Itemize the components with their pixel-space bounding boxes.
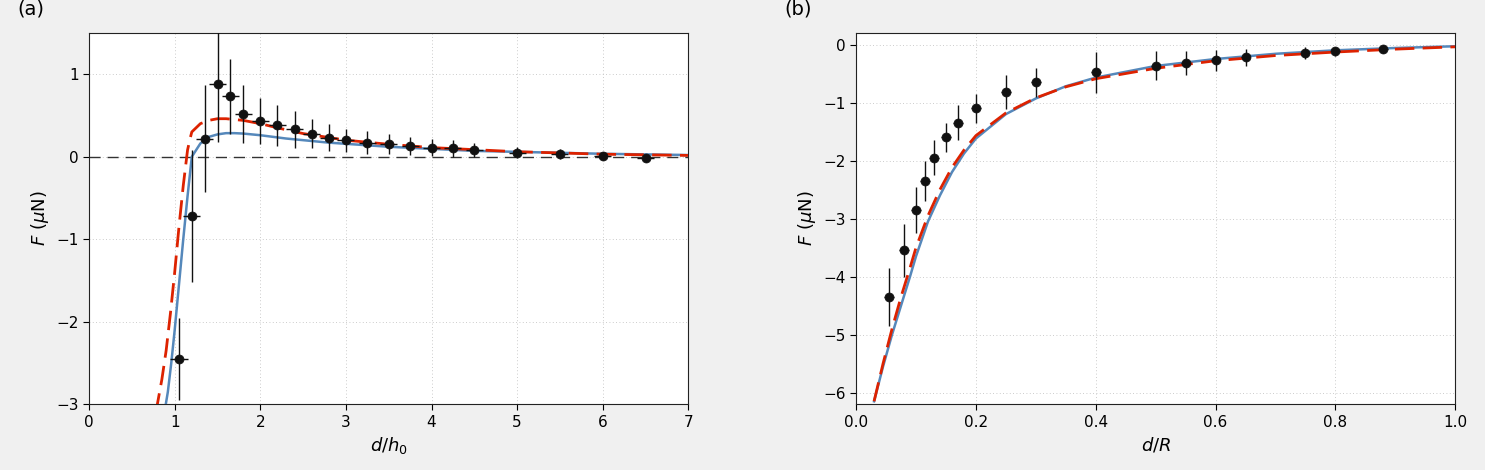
Text: (a): (a) — [18, 0, 45, 18]
Y-axis label: $F\ (\mu\mathrm{N})$: $F\ (\mu\mathrm{N})$ — [28, 191, 50, 246]
Y-axis label: $F\ (\mu\mathrm{N})$: $F\ (\mu\mathrm{N})$ — [796, 191, 818, 246]
X-axis label: $d/R$: $d/R$ — [1140, 435, 1170, 454]
Text: (b): (b) — [784, 0, 812, 18]
X-axis label: $d/h_0$: $d/h_0$ — [370, 435, 408, 456]
